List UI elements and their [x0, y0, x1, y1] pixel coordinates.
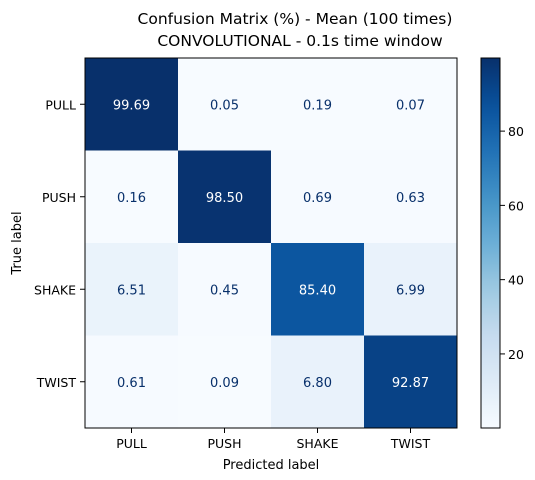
- matrix-cell-label: 6.99: [396, 283, 425, 298]
- matrix-cell: [85, 150, 179, 244]
- matrix-cell-label: 0.09: [210, 376, 239, 391]
- matrix-cell-labels: 99.69 0.05 0.19 0.07 0.16 98.50 0.69 0.63 6.51 0.…: [113, 98, 429, 391]
- x-tick-label: SHAKE: [297, 436, 339, 451]
- matrix-cell: [85, 335, 179, 429]
- colorbar: [480, 57, 501, 429]
- y-tick-label: PUSH: [42, 190, 76, 205]
- matrix-cell: [85, 243, 179, 336]
- x-tick-label: PULL: [116, 436, 147, 451]
- y-tick-label: PULL: [45, 97, 76, 112]
- colorbar-tick-label: 60: [508, 198, 524, 213]
- matrix-cell: [364, 150, 458, 244]
- matrix-cell: [364, 243, 458, 336]
- matrix-cell-label: 98.50: [206, 191, 243, 206]
- matrix-cell-label: 0.61: [117, 376, 146, 391]
- y-axis-label: True label: [10, 211, 25, 275]
- colorbar-tick-label: 80: [508, 124, 524, 139]
- matrix-cell-label: 0.16: [117, 191, 146, 206]
- matrix-cell-label: 0.07: [396, 98, 425, 113]
- chart-title-line-1: Confusion Matrix (%) - Mean (100 times): [138, 10, 453, 28]
- matrix-cell-label: 0.63: [396, 191, 425, 206]
- matrix-cell: [271, 335, 365, 429]
- x-axis-label: Predicted label: [223, 458, 320, 473]
- matrix-cell: [178, 335, 272, 429]
- y-tick-label: SHAKE: [34, 282, 76, 297]
- colorbar-tick-label: 40: [508, 273, 524, 288]
- x-axis-ticks: PULL PUSH SHAKE TWIST: [116, 428, 430, 451]
- matrix-cell-label: 92.87: [392, 376, 429, 391]
- matrix-cell-label: 85.40: [299, 283, 336, 298]
- matrix-cell-label: 0.69: [303, 191, 332, 206]
- matrix-cell-label: 0.05: [210, 98, 239, 113]
- matrix-cell: [364, 58, 458, 151]
- matrix-cell-label: 6.51: [117, 283, 146, 298]
- colorbar-ticks: 20 40 60 80: [500, 124, 524, 362]
- y-axis-ticks: PULL PUSH SHAKE TWIST: [34, 97, 85, 390]
- matrix-cell-label: 0.45: [210, 283, 239, 298]
- y-tick-label: TWIST: [36, 375, 77, 390]
- matrix-cells: [85, 58, 458, 429]
- matrix-cell: [178, 150, 272, 244]
- chart-title-line-2: CONVOLUTIONAL - 0.1s time window: [157, 32, 443, 50]
- x-tick-label: PUSH: [207, 436, 241, 451]
- matrix-cell: [178, 243, 272, 336]
- x-tick-label: TWIST: [390, 436, 431, 451]
- matrix-cell: [85, 58, 179, 151]
- matrix-cell: [178, 58, 272, 151]
- matrix-cell-label: 6.80: [303, 376, 332, 391]
- colorbar-tick-label: 20: [508, 347, 524, 362]
- matrix-cell-label: 99.69: [113, 98, 150, 113]
- matrix-cell: [271, 150, 365, 244]
- plot-frame: [84, 57, 458, 429]
- matrix-cell-label: 0.19: [303, 98, 332, 113]
- matrix-cell: [271, 243, 365, 336]
- matrix-cell: [271, 58, 365, 151]
- matrix-cell: [364, 335, 458, 429]
